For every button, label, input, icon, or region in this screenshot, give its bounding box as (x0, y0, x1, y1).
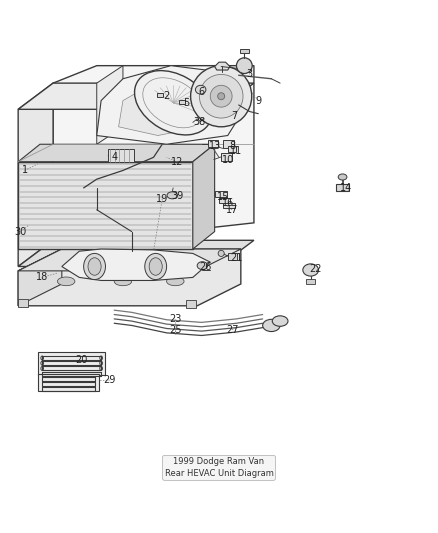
Bar (38, 352, 106, 375)
Ellipse shape (237, 58, 252, 74)
Bar (186, 300, 196, 308)
Ellipse shape (199, 75, 243, 118)
Text: 19: 19 (156, 194, 168, 204)
Bar (228, 147, 237, 152)
Text: 39: 39 (171, 191, 184, 201)
Ellipse shape (167, 192, 177, 199)
Ellipse shape (263, 319, 280, 332)
Polygon shape (18, 161, 193, 249)
Bar (208, 140, 218, 147)
Text: 11: 11 (230, 146, 243, 156)
Polygon shape (18, 249, 62, 306)
Text: 17: 17 (226, 205, 238, 215)
Bar (228, 253, 237, 260)
Bar (38, 374, 99, 391)
Bar (18, 299, 28, 306)
Text: 20: 20 (75, 356, 88, 365)
Text: 9: 9 (255, 95, 261, 106)
Bar (215, 191, 227, 197)
Text: 16: 16 (222, 198, 234, 208)
Text: 12: 12 (171, 157, 184, 167)
Bar (306, 279, 315, 284)
Polygon shape (18, 83, 53, 266)
Text: 14: 14 (339, 183, 352, 193)
Bar (223, 140, 234, 148)
Polygon shape (53, 66, 254, 240)
Bar (157, 93, 163, 97)
Ellipse shape (149, 258, 162, 275)
Text: 5: 5 (183, 98, 189, 108)
Ellipse shape (88, 258, 101, 275)
Text: 23: 23 (169, 314, 181, 324)
Text: 13: 13 (208, 141, 221, 151)
Bar (179, 100, 185, 104)
Text: 1: 1 (21, 165, 28, 175)
Ellipse shape (195, 85, 206, 94)
Text: 27: 27 (226, 325, 238, 335)
Bar (240, 49, 249, 53)
Ellipse shape (210, 85, 232, 107)
Text: 10: 10 (222, 155, 234, 165)
Polygon shape (108, 149, 134, 161)
Text: 18: 18 (36, 272, 48, 282)
Text: 6: 6 (198, 87, 205, 97)
Polygon shape (215, 62, 230, 70)
Polygon shape (18, 249, 241, 306)
Ellipse shape (338, 174, 347, 180)
Ellipse shape (57, 277, 75, 286)
Text: 8: 8 (229, 141, 235, 151)
Polygon shape (97, 66, 250, 144)
Polygon shape (18, 240, 254, 266)
Bar (336, 184, 349, 191)
Text: 7: 7 (231, 111, 237, 121)
Text: 4: 4 (111, 152, 117, 163)
Ellipse shape (134, 70, 212, 135)
Text: 25: 25 (169, 325, 182, 335)
Ellipse shape (114, 277, 132, 286)
Polygon shape (18, 249, 241, 271)
Text: 2: 2 (163, 91, 170, 101)
Text: 38: 38 (193, 117, 205, 127)
Polygon shape (18, 83, 254, 109)
Text: 15: 15 (217, 192, 230, 201)
Text: 26: 26 (200, 262, 212, 271)
Ellipse shape (197, 262, 208, 270)
Ellipse shape (84, 253, 106, 280)
Ellipse shape (218, 251, 224, 256)
Ellipse shape (191, 66, 252, 127)
Polygon shape (119, 83, 219, 135)
Polygon shape (18, 144, 215, 161)
Polygon shape (97, 66, 123, 144)
Ellipse shape (218, 93, 225, 100)
Text: 21: 21 (230, 253, 243, 263)
Bar (219, 198, 230, 203)
Ellipse shape (303, 264, 318, 276)
Bar (221, 153, 232, 161)
Text: 22: 22 (309, 264, 321, 273)
Ellipse shape (272, 316, 288, 326)
Ellipse shape (166, 277, 184, 286)
Text: 30: 30 (14, 227, 26, 237)
Text: 1999 Dodge Ram Van
Rear HEVAC Unit Diagram: 1999 Dodge Ram Van Rear HEVAC Unit Diagr… (165, 457, 273, 478)
Text: 3: 3 (247, 69, 253, 79)
Text: 29: 29 (104, 375, 116, 385)
Polygon shape (62, 249, 210, 280)
Polygon shape (193, 144, 215, 249)
Ellipse shape (145, 253, 166, 280)
Bar (223, 203, 235, 208)
